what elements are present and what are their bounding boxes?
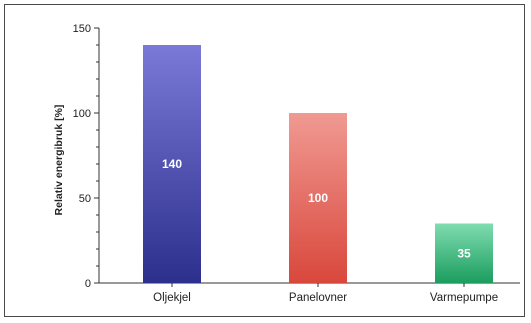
bar-oljekjel [143, 45, 201, 283]
bar-value-label: 140 [162, 157, 182, 171]
y-tick-label: 50 [79, 193, 91, 205]
bar-labels: 140 100 35 [162, 157, 471, 260]
x-tick-label: Panelovner [289, 292, 347, 304]
bar-value-label: 35 [457, 246, 471, 260]
bars [143, 45, 493, 283]
y-axis: 0 50 100 150 [73, 23, 100, 290]
bar-varmepumpe [435, 223, 493, 283]
y-tick-label: 0 [85, 278, 91, 290]
y-tick-label: 150 [73, 23, 91, 35]
x-tick-label: Varmepumpe [430, 292, 498, 304]
bar-value-label: 100 [308, 191, 328, 205]
bar-panelovner [289, 113, 347, 283]
y-axis-title: Relativ energibruk [%] [53, 105, 65, 216]
y-tick-label: 100 [73, 108, 91, 120]
x-axis: Oljekjel Panelovner Varmepumpe [99, 282, 520, 304]
x-tick-label: Oljekjel [153, 292, 191, 304]
